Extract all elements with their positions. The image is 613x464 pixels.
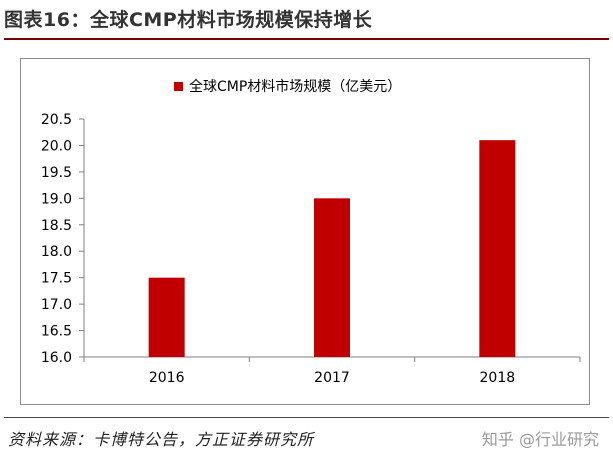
y-tick-label: 17.5 [41,271,72,287]
y-tick-label: 19.5 [41,165,72,181]
figure-title: 图表16：全球CMP材料市场规模保持增长 [4,9,373,31]
bar-2016 [148,277,185,357]
legend-swatch [174,82,183,91]
source-rule [4,417,609,418]
y-tick-label: 17.0 [41,297,72,313]
x-tick-label: 2016 [149,370,185,386]
y-tick-label: 19.0 [41,191,72,207]
y-tick-label: 16.0 [41,350,72,366]
y-tick-label: 18.5 [41,218,72,234]
bar-2017 [314,198,350,357]
y-tick-label: 20.5 [41,112,72,128]
y-tick-label: 20.0 [41,138,72,154]
x-tick-label: 2018 [480,370,516,386]
y-tick-label: 16.5 [41,324,72,340]
source-note: 资料来源：卡博特公告，方正证券研究所 [8,430,315,449]
bar-2018 [479,140,516,357]
watermark: 知乎 @行业研究 [481,430,599,449]
legend-label: 全球CMP材料市场规模（亿美元） [189,78,401,95]
title-rule [4,38,609,40]
x-tick-label: 2017 [314,370,350,386]
y-tick-label: 18.0 [41,244,72,260]
